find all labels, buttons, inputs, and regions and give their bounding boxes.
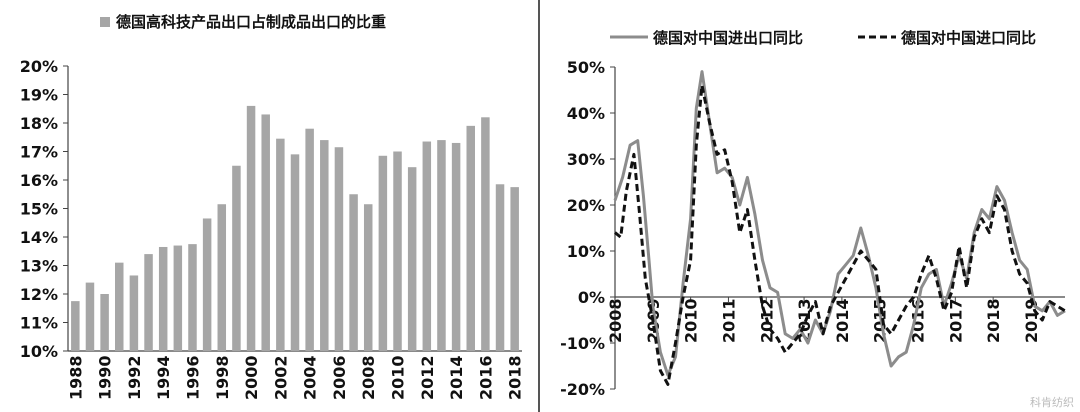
bar (100, 294, 109, 351)
bar (510, 187, 519, 351)
x-tick-label: 2000 (242, 355, 261, 400)
x-tick-label: 2006 (330, 355, 349, 400)
series-line-solid (613, 70, 1066, 377)
x-tick-label: 1994 (154, 355, 173, 400)
bar (407, 167, 417, 351)
y-tick-label: 0% (578, 288, 605, 307)
x-tick-label: 2014 (833, 298, 852, 343)
bar (144, 254, 153, 351)
x-tick-label: 2017 (946, 298, 965, 343)
bar (202, 218, 212, 351)
y-tick-label: 14% (20, 228, 58, 247)
legend-label-solid: 德国对中国进出口同比 (653, 29, 803, 47)
x-tick-label: 2010 (389, 355, 408, 400)
y-tick-label: 11% (20, 314, 58, 333)
x-tick-label: 2008 (359, 355, 378, 400)
bar (451, 142, 461, 351)
legend-label-bar: 德国高科技产品出口占制成品出口的比重 (116, 13, 386, 31)
x-tick-label: 2011 (719, 298, 738, 343)
y-tick-label: 12% (20, 285, 58, 304)
y-tick-label: 10% (567, 242, 605, 261)
bar (378, 155, 388, 351)
bar (129, 275, 139, 351)
y-tick-label: 17% (20, 143, 58, 162)
x-tick-label: 2018 (506, 355, 525, 400)
watermark: 科肯纺织 (1030, 396, 1074, 409)
bar (422, 141, 432, 351)
left-chart-panel: 德国高科技产品出口占制成品出口的比重 10% 11% 12% 13% 14% 15% 16%… (19, 0, 540, 412)
bar (437, 140, 446, 351)
bar (305, 128, 314, 351)
legend-label-dashed: 德国对中国进口同比 (901, 29, 1036, 47)
y-tick-label: 20% (567, 196, 605, 215)
x-tick-label: 1990 (96, 355, 115, 400)
bar (481, 117, 490, 351)
x-tick-label: 2012 (418, 355, 437, 400)
y-tick-label: -20% (560, 380, 605, 399)
y-tick-label: 15% (20, 200, 58, 219)
y-tick-label: 50% (567, 58, 605, 77)
bar (173, 245, 183, 351)
x-tick-label: 1998 (213, 355, 232, 400)
x-tick-label: 2004 (301, 355, 320, 400)
bar (188, 244, 197, 351)
x-tick-label: 2019 (1022, 298, 1041, 343)
bar (466, 125, 475, 351)
x-tick-label: 1996 (183, 355, 202, 400)
line-chart: 德国对中国进出口同比 德国对中国进口同比 -20% -10% 0% 10% 20% 30%… (560, 29, 1066, 399)
x-tick-label: 2018 (984, 298, 1003, 343)
bar (363, 204, 373, 351)
bar (71, 301, 80, 351)
y-tick-label: 10% (20, 342, 58, 361)
bar (334, 147, 344, 351)
y-tick-label: 20% (20, 57, 58, 76)
bar (349, 194, 358, 351)
y-tick-label: 30% (567, 150, 605, 169)
y-tick-label: 40% (567, 104, 605, 123)
x-tick-label: 2010 (682, 298, 701, 343)
y-tick-label: 16% (20, 171, 58, 190)
legend-swatch-bar (100, 17, 110, 27)
bar (158, 246, 168, 351)
right-chart-panel: 德国对中国进出口同比 德国对中国进口同比 -20% -10% 0% 10% 20% 30%… (540, 0, 1080, 412)
x-tick-label: 2016 (476, 355, 495, 400)
x-tick-label: 1992 (125, 355, 144, 400)
bar (261, 114, 270, 351)
x-tick-label: 2008 (606, 298, 625, 343)
bar (85, 282, 95, 351)
series-line-dashed (614, 83, 1066, 386)
x-tick-label: 2014 (447, 355, 466, 400)
y-tick-label: 13% (20, 257, 58, 276)
y-tick-label: 19% (20, 86, 58, 105)
bar (217, 204, 227, 351)
y-tick-label: 18% (20, 114, 58, 133)
bar (290, 154, 300, 351)
bar (246, 105, 256, 352)
bar (115, 262, 124, 351)
bar (393, 151, 402, 351)
x-tick-label: 1988 (66, 355, 85, 400)
bar-chart: 德国高科技产品出口占制成品出口的比重 10% 11% 12% 13% 14% 15% 16%… (20, 13, 525, 400)
y-tick-label: -10% (560, 334, 605, 353)
x-tick-label: 2002 (271, 355, 290, 400)
bar (495, 184, 505, 351)
bar (232, 165, 241, 351)
bar (276, 138, 285, 351)
bar (320, 140, 329, 351)
